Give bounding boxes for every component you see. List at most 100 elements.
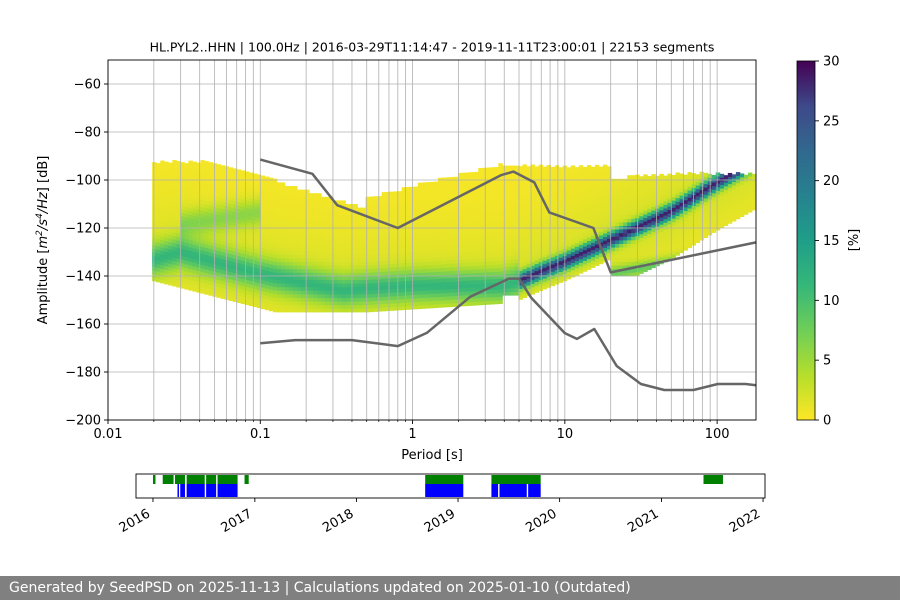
heatmap-cell [526, 220, 531, 225]
heatmap-cell [216, 171, 222, 176]
heatmap-cell [558, 217, 564, 222]
heatmap-cell [272, 207, 278, 212]
heatmap-cell [586, 208, 592, 213]
heatmap-cell [393, 281, 399, 286]
heatmap-cell [264, 234, 270, 239]
heatmap-cell [425, 297, 431, 302]
heatmap-cell [216, 239, 222, 244]
heatmap-cell [397, 263, 403, 268]
heatmap-cell [494, 296, 499, 301]
heatmap-cell [715, 201, 721, 206]
heatmap-cell [325, 308, 330, 313]
heatmap-cell [329, 229, 334, 234]
heatmap-cell [651, 195, 656, 200]
heatmap-cell [623, 178, 628, 183]
heatmap-cell [474, 243, 479, 248]
heatmap-cell [260, 218, 266, 223]
heatmap-cell [280, 218, 286, 223]
heatmap-cell [297, 196, 302, 201]
heatmap-cell [433, 304, 439, 309]
heatmap-cell [325, 232, 330, 237]
heatmap-cell [276, 308, 282, 313]
heatmap-cell [679, 173, 684, 178]
heatmap-cell [280, 290, 286, 295]
heatmap-cell [611, 178, 616, 183]
heatmap-cell [268, 303, 274, 308]
heatmap-cell [679, 249, 684, 254]
heatmap-cell [611, 261, 616, 266]
heatmap-cell [329, 207, 334, 212]
heatmap-cell [313, 250, 318, 255]
heatmap-cell [558, 174, 564, 179]
heatmap-cell [631, 211, 636, 216]
heatmap-cell [337, 268, 342, 273]
heatmap-cell [317, 243, 322, 248]
heatmap-cell [192, 161, 197, 166]
heatmap-cell [156, 260, 161, 265]
heatmap-cell [317, 283, 322, 288]
heatmap-cell [506, 180, 511, 184]
heatmap-cell [639, 187, 644, 192]
heatmap-cell [429, 181, 435, 186]
heatmap-cell [647, 222, 652, 227]
heatmap-cell [558, 206, 564, 211]
heatmap-cell [180, 266, 185, 271]
heatmap-cell [409, 186, 415, 191]
heatmap-cell [731, 210, 737, 215]
heatmap-cell [478, 214, 483, 219]
heatmap-cell [437, 231, 443, 236]
heatmap-cell [655, 175, 660, 180]
heatmap-cell [236, 252, 242, 257]
heatmap-cell [236, 190, 242, 195]
heatmap-cell [393, 259, 399, 264]
heatmap-cell [417, 294, 423, 299]
heatmap-cell [252, 177, 258, 182]
heatmap-cell [220, 262, 226, 267]
heatmap-cell [526, 231, 531, 236]
heatmap-cell [297, 232, 302, 237]
heatmap-cell [586, 175, 592, 180]
heatmap-cell [252, 205, 258, 210]
heatmap-cell [421, 222, 427, 227]
heatmap-cell [405, 248, 411, 253]
heatmap-cell [357, 250, 362, 255]
heatmap-cell [252, 184, 258, 189]
heatmap-cell [723, 207, 729, 212]
heatmap-cell [619, 186, 624, 190]
heatmap-cell [200, 282, 205, 287]
heatmap-cell [458, 248, 463, 253]
heatmap-cell [260, 251, 266, 256]
heatmap-cell [534, 216, 540, 221]
heatmap-cell [192, 194, 197, 199]
heatmap-cell [369, 300, 374, 305]
heatmap-cell [244, 200, 250, 205]
heatmap-cell [663, 179, 668, 184]
heatmap-cell [603, 236, 608, 241]
heatmap-cell [337, 207, 342, 212]
heatmap-cell [699, 204, 705, 209]
heatmap-cell [647, 176, 652, 181]
heatmap-cell [735, 197, 741, 202]
heatmap-cell [361, 304, 366, 309]
heatmap-cell [518, 212, 523, 217]
heatmap-cell [546, 222, 552, 227]
heatmap-cell [264, 226, 270, 231]
heatmap-cell [437, 188, 443, 193]
heatmap-cell [276, 196, 282, 201]
heatmap-cell [232, 215, 238, 220]
heatmap-cell [546, 236, 552, 241]
heatmap-cell [498, 245, 503, 250]
heatmap-cell [184, 224, 189, 229]
heatmap-cell [389, 292, 395, 297]
heatmap-cell [409, 305, 415, 310]
heatmap-cell [433, 181, 439, 186]
heatmap-cell [280, 200, 286, 205]
heatmap-cell [409, 265, 415, 270]
heatmap-cell [240, 267, 246, 272]
heatmap-cell [486, 271, 491, 276]
heatmap-cell [538, 276, 544, 281]
heatmap-cell [196, 187, 201, 192]
heatmap-cell [397, 306, 403, 311]
heatmap-cell [280, 254, 286, 259]
heatmap-cell [607, 245, 612, 250]
